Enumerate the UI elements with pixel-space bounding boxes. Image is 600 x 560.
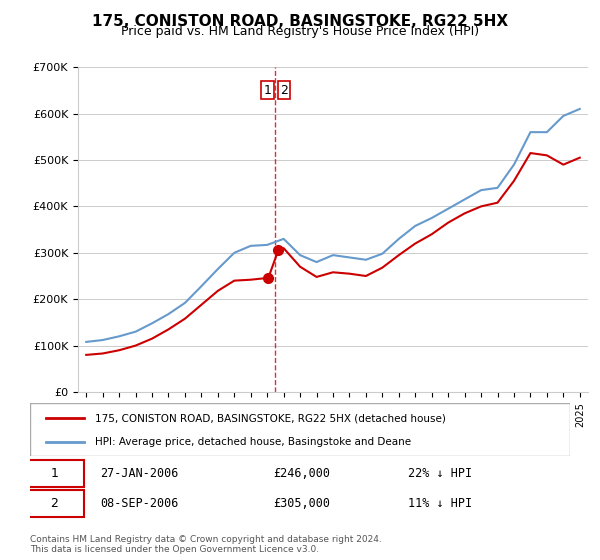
Text: 22% ↓ HPI: 22% ↓ HPI <box>408 466 472 480</box>
Text: 175, CONISTON ROAD, BASINGSTOKE, RG22 5HX: 175, CONISTON ROAD, BASINGSTOKE, RG22 5H… <box>92 14 508 29</box>
Text: £246,000: £246,000 <box>273 466 330 480</box>
Text: 11% ↓ HPI: 11% ↓ HPI <box>408 497 472 510</box>
Text: HPI: Average price, detached house, Basingstoke and Deane: HPI: Average price, detached house, Basi… <box>95 436 411 446</box>
Text: 08-SEP-2006: 08-SEP-2006 <box>100 497 179 510</box>
Text: 1: 1 <box>50 466 58 480</box>
Text: 2: 2 <box>280 84 288 97</box>
Text: £305,000: £305,000 <box>273 497 330 510</box>
FancyBboxPatch shape <box>25 460 84 487</box>
Text: 1: 1 <box>263 84 271 97</box>
Text: 2: 2 <box>50 497 58 510</box>
Text: Contains HM Land Registry data © Crown copyright and database right 2024.
This d: Contains HM Land Registry data © Crown c… <box>30 535 382 554</box>
FancyBboxPatch shape <box>30 403 570 456</box>
Text: Price paid vs. HM Land Registry's House Price Index (HPI): Price paid vs. HM Land Registry's House … <box>121 25 479 38</box>
Text: 175, CONISTON ROAD, BASINGSTOKE, RG22 5HX (detached house): 175, CONISTON ROAD, BASINGSTOKE, RG22 5H… <box>95 413 446 423</box>
FancyBboxPatch shape <box>25 490 84 517</box>
Text: 27-JAN-2006: 27-JAN-2006 <box>100 466 179 480</box>
